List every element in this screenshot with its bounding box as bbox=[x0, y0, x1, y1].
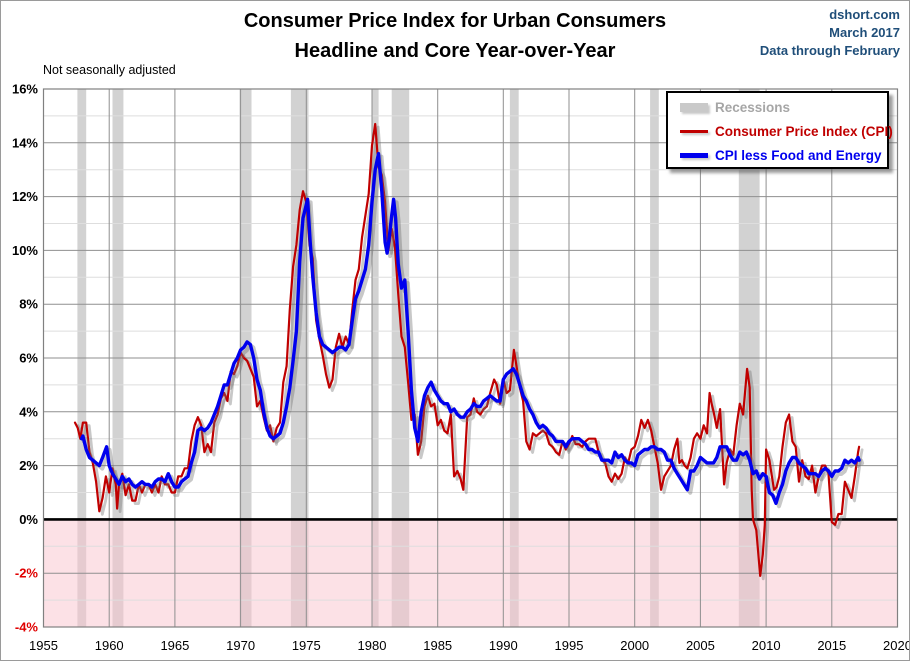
x-axis-tick-label: 1990 bbox=[489, 638, 518, 653]
legend-item-cpi: Consumer Price Index (CPI) bbox=[668, 119, 893, 143]
y-axis-tick-label: 4% bbox=[19, 404, 38, 419]
x-axis-tick-label: 2020 bbox=[883, 638, 910, 653]
recession-band-swatch bbox=[680, 102, 708, 112]
y-axis-tick-label: 12% bbox=[12, 189, 38, 204]
y-axis-tick-label: 8% bbox=[19, 297, 38, 312]
y-axis-tick-label: 0% bbox=[19, 512, 38, 527]
y-axis-tick-label: -4% bbox=[15, 620, 39, 635]
x-axis-tick-label: 1985 bbox=[423, 638, 452, 653]
not-seasonally-adjusted-note: Not seasonally adjusted bbox=[43, 63, 176, 77]
cpi-line-swatch bbox=[680, 129, 708, 133]
chart-title-line1: Consumer Price Index for Urban Consumers bbox=[243, 10, 667, 32]
x-axis-tick-label: 2010 bbox=[752, 638, 781, 653]
chart-title-line2: Headline and Core Year-over-Year bbox=[294, 40, 616, 62]
plot-border bbox=[42, 88, 899, 628]
source-date: March 2017 bbox=[829, 25, 900, 40]
legend-label-core-cpi: CPI less Food and Energy bbox=[715, 147, 882, 163]
y-axis-tick-label: -2% bbox=[15, 566, 39, 581]
legend-item-recessions: Recessions bbox=[668, 95, 887, 119]
x-axis-tick-label: 1975 bbox=[292, 638, 321, 653]
x-axis-tick-label: 1965 bbox=[160, 638, 189, 653]
y-axis-tick-label: 10% bbox=[12, 243, 38, 258]
legend-item-core-cpi: CPI less Food and Energy bbox=[668, 143, 887, 167]
x-axis-tick-label: 1960 bbox=[95, 638, 124, 653]
y-axis-tick-label: 2% bbox=[19, 458, 38, 473]
core-cpi-line-swatch bbox=[680, 152, 708, 158]
x-axis-tick-label: 2000 bbox=[620, 638, 649, 653]
x-axis-tick-label: 1980 bbox=[358, 638, 387, 653]
legend-label-recessions: Recessions bbox=[715, 99, 791, 115]
legend: Recessions Consumer Price Index (CPI) CP… bbox=[666, 91, 893, 169]
legend-label-cpi: Consumer Price Index (CPI) bbox=[715, 123, 893, 139]
x-axis-tick-label: 1970 bbox=[226, 638, 255, 653]
x-axis-tick-label: 1955 bbox=[29, 638, 58, 653]
y-axis-tick-label: 14% bbox=[12, 135, 38, 150]
y-axis-tick-label: 16% bbox=[12, 82, 38, 97]
source-site: dshort.com bbox=[829, 7, 900, 22]
core-cpi-line bbox=[79, 151, 861, 505]
source-note: Data through February bbox=[759, 43, 900, 58]
source-attribution: dshort.com March 2017 Data through Febru… bbox=[760, 6, 900, 60]
y-axis-tick-label: 6% bbox=[19, 351, 38, 366]
x-axis-tick-label: 2015 bbox=[817, 638, 846, 653]
cpi-line-shadow bbox=[76, 125, 864, 581]
x-axis-tick-label: 2005 bbox=[686, 638, 715, 653]
x-axis-tick-label: 1995 bbox=[555, 638, 584, 653]
